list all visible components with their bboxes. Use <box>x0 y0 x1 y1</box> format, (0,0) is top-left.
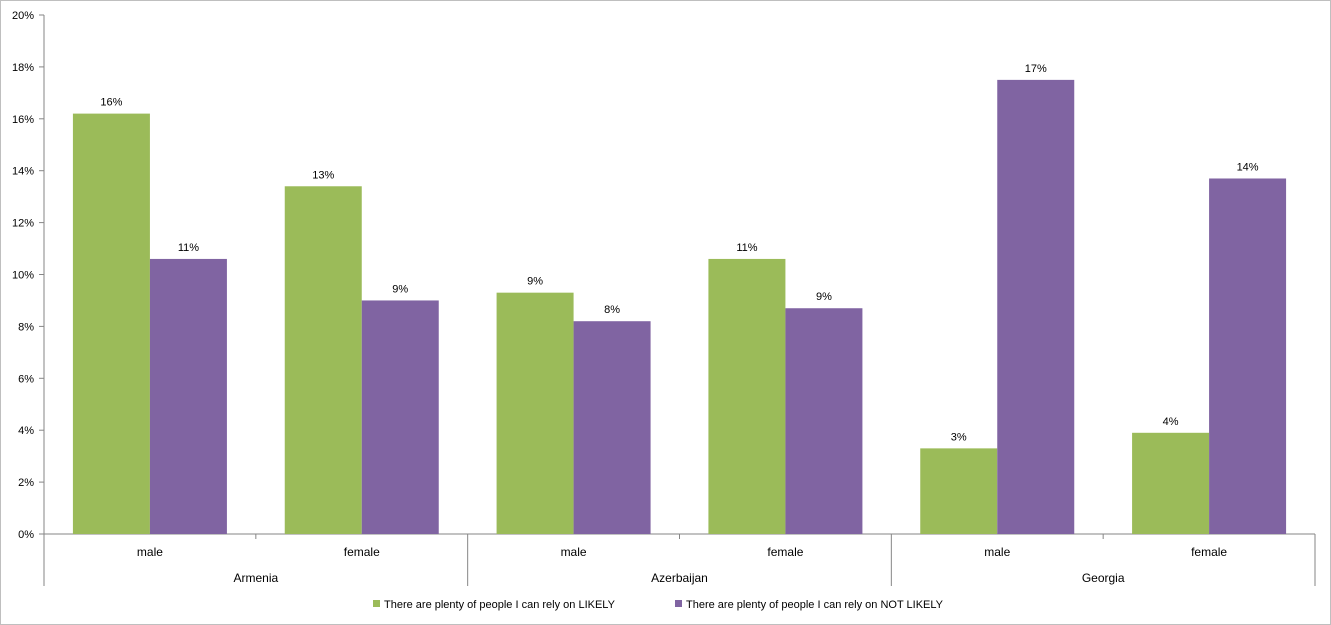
x-subcategory-label: male <box>561 545 587 559</box>
data-label: 9% <box>392 283 408 295</box>
data-label: 13% <box>312 169 334 181</box>
x-group-label: Armenia <box>233 571 278 585</box>
axes: 0% 2% 4% 6% 8% 10% 12% 14% 16% 18% 20% male female Ar… <box>12 10 1316 586</box>
y-tick-label: 10% <box>12 270 34 282</box>
legend: There are plenty of people I can rely on… <box>373 599 944 611</box>
legend-entry: There are plenty of people I can rely on… <box>384 599 616 611</box>
y-tick-label: 8% <box>18 321 34 333</box>
x-subcategory-label: male <box>137 545 163 559</box>
bar <box>284 186 362 534</box>
legend-swatch <box>373 600 380 607</box>
bar <box>920 448 998 534</box>
y-tick-label: 2% <box>18 477 34 489</box>
bar <box>1209 178 1287 535</box>
bars <box>72 79 1287 535</box>
x-group-label: Azerbaijan <box>651 571 708 585</box>
data-label: 9% <box>816 291 832 303</box>
data-labels: 16% 11% 13% 9% 9% 8% 11% 9% 3% 17% 4% 14% <box>100 63 1258 443</box>
data-label: 11% <box>178 242 199 254</box>
bar <box>785 308 863 534</box>
bar <box>149 258 227 534</box>
data-label: 16% <box>100 97 122 109</box>
bar <box>361 300 439 534</box>
y-tick-label: 0% <box>18 529 34 541</box>
x-group-label: Georgia <box>1082 571 1125 585</box>
data-label: 3% <box>951 431 967 443</box>
data-label: 8% <box>604 304 620 316</box>
y-tick-label: 16% <box>12 114 34 126</box>
bar <box>997 79 1075 534</box>
data-label: 9% <box>527 276 543 288</box>
bar <box>1132 432 1210 534</box>
y-tick-label: 18% <box>12 62 34 74</box>
y-tick-label: 12% <box>12 218 34 230</box>
x-subcategory-label: female <box>767 545 803 559</box>
y-tick-label: 4% <box>18 425 34 437</box>
bar <box>573 321 651 534</box>
x-subcategory-label: male <box>984 545 1010 559</box>
bar <box>496 292 574 534</box>
y-tick-label: 14% <box>12 166 34 178</box>
y-tick-label: 6% <box>18 373 34 385</box>
legend-entry: There are plenty of people I can rely on… <box>686 599 944 611</box>
data-label: 17% <box>1025 63 1047 75</box>
y-tick-label: 20% <box>12 10 34 22</box>
data-label: 11% <box>736 242 757 254</box>
bar <box>72 113 150 535</box>
bar <box>708 258 786 534</box>
data-label: 4% <box>1163 416 1179 428</box>
x-subcategory-label: female <box>344 545 380 559</box>
x-subcategory-label: female <box>1191 545 1227 559</box>
data-label: 14% <box>1237 161 1259 173</box>
legend-swatch <box>675 600 682 607</box>
